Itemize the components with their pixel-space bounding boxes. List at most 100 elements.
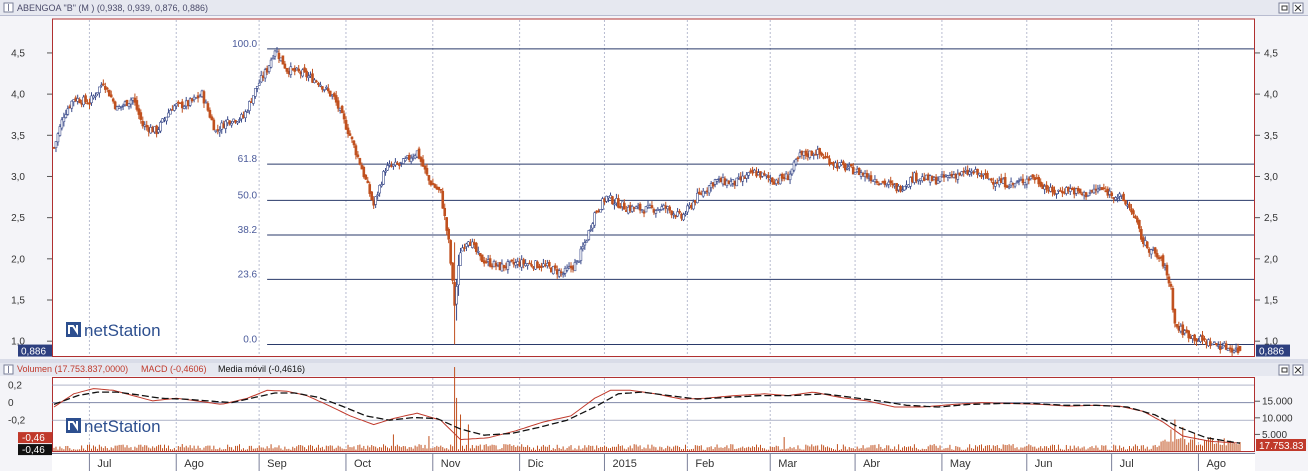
signal-badge — [18, 444, 52, 456]
candle — [869, 171, 873, 184]
candle-body — [380, 184, 383, 187]
candle — [212, 117, 216, 131]
candle — [58, 124, 62, 137]
candle-body — [1220, 347, 1224, 349]
candle-body — [1145, 241, 1149, 249]
candle-body — [427, 175, 431, 181]
candle-body — [263, 69, 267, 79]
candle-body — [165, 116, 168, 122]
y-tick-label-right: 2,0 — [1264, 254, 1278, 265]
svg-text:netStation: netStation — [84, 321, 161, 340]
candle-body — [238, 119, 241, 121]
restore-button[interactable] — [1278, 2, 1290, 14]
candle-body — [692, 201, 695, 210]
candle-body — [559, 271, 563, 274]
candle-body — [137, 108, 141, 115]
candle — [1193, 333, 1196, 345]
candle — [1017, 177, 1021, 186]
candle-body — [585, 240, 589, 243]
y-tick-label-left: 3,5 — [11, 131, 25, 142]
candle-body — [638, 203, 642, 211]
candle-body — [60, 119, 64, 129]
candle-body — [463, 247, 466, 249]
candle-body — [1226, 348, 1230, 352]
fib-level-label: 38.2 — [238, 225, 258, 236]
candle — [319, 81, 322, 88]
candle — [865, 169, 869, 180]
candle — [1088, 189, 1092, 196]
candle — [165, 116, 168, 125]
candle — [305, 68, 308, 81]
candle-body — [476, 251, 480, 253]
candle — [401, 158, 405, 164]
candle-body — [421, 159, 425, 167]
candle — [771, 177, 774, 185]
candle-body — [78, 99, 81, 104]
candle-body — [553, 265, 557, 269]
candle-body — [382, 171, 385, 185]
candle — [206, 101, 210, 112]
candle-body — [1173, 308, 1177, 324]
candle — [747, 171, 750, 179]
candle-body — [431, 182, 435, 185]
candle — [1027, 176, 1031, 185]
candle-body — [119, 106, 123, 108]
candle — [976, 168, 979, 179]
candle — [303, 64, 306, 73]
candle-body — [480, 254, 484, 263]
candle-body — [98, 86, 101, 94]
candle — [820, 151, 823, 158]
candle-body — [362, 166, 366, 177]
candle-body — [354, 145, 358, 156]
candle — [960, 170, 964, 177]
candle — [1201, 330, 1204, 345]
candle-body — [376, 194, 379, 197]
candle — [891, 180, 894, 189]
candle-body — [297, 68, 300, 72]
candle-body — [301, 69, 304, 77]
candle-body — [845, 167, 849, 170]
candle — [814, 149, 818, 156]
macd-tick-label: 0 — [8, 398, 14, 409]
candle — [1230, 345, 1234, 357]
candle — [530, 260, 533, 268]
lower-restore-button[interactable] — [1278, 364, 1290, 376]
candle — [794, 158, 798, 167]
candle-body — [640, 209, 644, 212]
candle — [1068, 184, 1072, 196]
candle-body — [901, 189, 904, 192]
candle-body — [820, 152, 823, 156]
candle-body — [510, 259, 514, 262]
candle-body — [1015, 181, 1019, 184]
candle — [328, 90, 332, 97]
candle-body — [323, 89, 326, 91]
candle — [697, 187, 701, 195]
candle-body — [475, 242, 478, 252]
candle — [326, 84, 330, 94]
candle — [1102, 183, 1106, 191]
candle-body — [1181, 324, 1185, 336]
candle — [818, 147, 821, 159]
y-tick-label-left: 1,5 — [11, 296, 25, 307]
candle — [364, 174, 368, 181]
candle-body — [561, 273, 565, 276]
candle — [445, 216, 449, 236]
candle — [583, 239, 587, 250]
netstation-logo-lower: netStation — [66, 417, 161, 436]
candle-body — [551, 266, 555, 275]
candle-body — [994, 183, 997, 187]
candle-body — [271, 57, 275, 60]
candle-body — [356, 154, 360, 158]
candle — [1096, 184, 1100, 194]
candle — [857, 167, 861, 176]
candle — [1128, 201, 1131, 211]
candle — [263, 67, 267, 82]
candle-body — [1086, 194, 1090, 197]
candle-body — [319, 84, 322, 87]
candle-body — [425, 168, 429, 175]
candle — [1145, 240, 1149, 250]
candle-body — [601, 198, 604, 210]
candle-body — [326, 88, 330, 92]
candle — [1122, 191, 1125, 202]
y-tick-label-left: 3,0 — [11, 172, 25, 183]
